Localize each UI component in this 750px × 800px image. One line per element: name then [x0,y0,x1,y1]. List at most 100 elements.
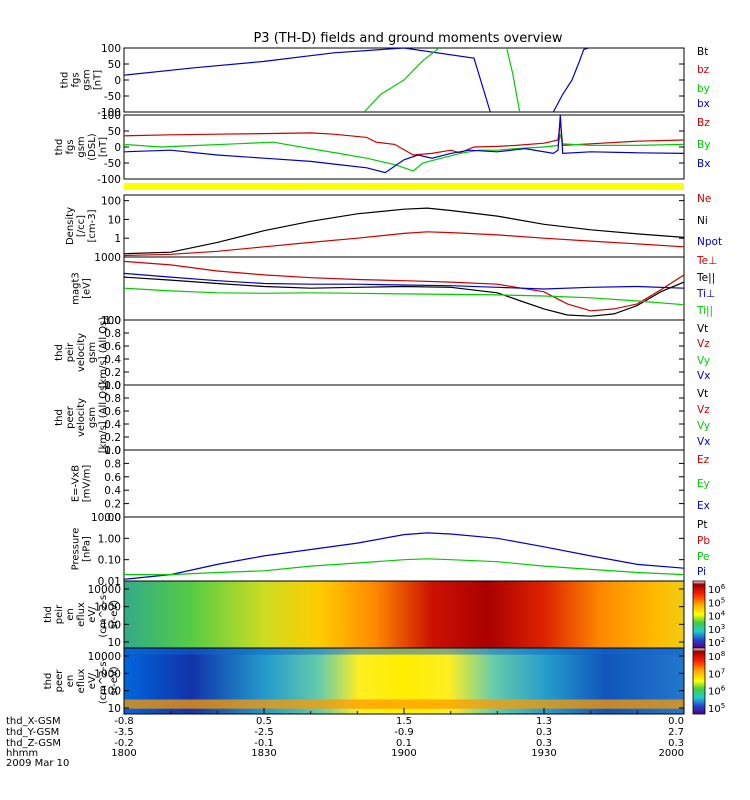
y-tick-label: 1.00 [98,533,121,545]
y-axis-label: (cm^2-s- [98,591,109,638]
y-tick-label: 10.00 [91,512,121,524]
y-tick-label: 0.6 [104,406,121,418]
y-tick-label: 1 [114,233,121,245]
spectrogram-high-energy-band [124,648,684,655]
y-tick-label: -100 [97,107,121,119]
y-tick-label: 0.2 [104,367,121,379]
legend-entry: Vx [697,370,710,382]
legend-entry: Pe [697,551,709,563]
quality-flag-bar [124,183,684,190]
x-axis-row-label: thd_X-GSM [6,716,61,727]
y-axis-label: peer [65,405,76,429]
x-tick-label: 0.5 [256,716,272,727]
x-axis-row-label: thd_Y-GSM [6,727,59,738]
y-axis-label: gsm [82,69,93,90]
y-tick-label: 10 [108,214,121,226]
y-tick-label: 0.0 [104,445,121,457]
panel-3: 100 10 1 Density [/cc] [cm-3] Ne Ni Npot [65,193,722,258]
y-tick-label: 1.0 [104,315,121,327]
x-tick-label: 1930 [531,748,556,759]
colorbar-tick-label: 105 [708,596,725,609]
x-tick-label: 1900 [391,748,416,759]
y-tick-label: 10000 [88,584,121,596]
panel-frame [123,449,685,518]
colorbar-tick-label: 108 [708,650,725,663]
y-tick-label: 1.0 [104,380,121,392]
x-tick-label: -0.8 [114,716,134,727]
y-tick-label: 10 [108,637,121,649]
legend-entry: Bt [697,46,708,58]
x-tick-label: 1.5 [396,716,412,727]
panel-frame [123,194,685,258]
legend-entry: by [697,83,710,95]
x-tick-label: -3.5 [114,727,134,738]
y-axis-label: gsm [76,136,87,157]
y-axis-label: [eV] [82,278,93,299]
y-axis-label: [mV/m] [82,465,93,503]
y-tick-label: 0 [114,142,121,154]
x-tick-label: -0.1 [254,738,274,749]
x-axis-row-label: hhmm [6,748,38,759]
colorbar-tick-label: 102 [708,636,725,649]
y-tick-label: 50 [108,126,121,138]
y-axis-label: sr-eV) [109,600,120,629]
y-tick-label: 0.01 [98,576,121,588]
panel-4: 1000 100 magt3 [eV] Te⊥ Te|| Ti⊥ Ti|| [71,252,718,327]
y-axis-label: [nT] [93,70,104,90]
legend-entry: Ti⊥ [696,288,715,300]
panel-frame [123,114,685,180]
y-axis-label: (DSL) [87,133,98,161]
legend-entry: Ne [697,193,711,205]
y-axis-label: eflux [76,602,87,627]
x-tick-label: 0.1 [396,738,412,749]
x-tick-label: 2000 [659,748,684,759]
colorbar-10 [692,647,706,715]
colorbar-tick-label: 106 [708,583,726,596]
colorbar-tick-label: 104 [708,610,726,623]
legend-entry: By [697,139,710,151]
colorbar-tick-label: 107 [708,667,725,680]
legend-entry: Pb [697,535,710,547]
y-tick-label: 0.2 [104,432,121,444]
y-tick-label: 0.8 [104,328,121,340]
y-axis-label: peir [65,342,76,362]
y-tick-label: 0.4 [104,419,121,431]
series-line-by [506,48,521,112]
x-tick-label: -0.2 [114,738,134,749]
series-line-By [124,134,684,172]
y-tick-label: 0 [114,75,121,87]
y-tick-label: 0.6 [104,472,121,484]
y-axis-label: [/cc] [76,215,87,237]
y-axis-label: Density [65,207,76,245]
y-tick-label: 50 [108,59,121,71]
y-axis-label: eV/ [87,672,98,689]
x-axis-row-label: thd_Z-GSM [6,738,61,749]
y-tick-label: 1.0 [104,445,121,457]
y-tick-label: 0.0 [104,512,121,524]
y-tick-label: 100 [101,196,121,208]
y-axis-label: [km/s] (All Qs) [98,317,109,389]
y-axis-label: velocity [76,398,87,437]
x-tick-label: 2.7 [668,727,684,738]
legend-entry: Ey [697,478,710,490]
y-axis-label: peir [54,604,65,624]
colorbar-tick-label: 103 [708,623,725,636]
y-axis-label: Pressure [71,528,82,571]
y-axis-label: sr-eV) [109,666,120,695]
legend-entry: Pt [697,519,707,531]
y-axis-label: thd [43,606,54,623]
series-line-Ne [124,231,684,257]
x-axis-row-label: 2009 Mar 10 [6,758,69,769]
series-line-Ti|| [124,287,684,306]
y-tick-label: -100 [97,174,121,186]
y-tick-label: 0.4 [104,485,121,497]
y-tick-label: 0.6 [104,341,121,353]
y-tick-label: -50 [104,158,121,170]
y-axis-label: E=-VxB [71,465,82,502]
panel-8: 10.00 1.00 0.10 0.01 Pressure [nPa] Pt Pb Pe Pi [71,512,711,588]
y-axis-label: en [65,675,76,688]
x-tick-label: 1800 [111,748,136,759]
